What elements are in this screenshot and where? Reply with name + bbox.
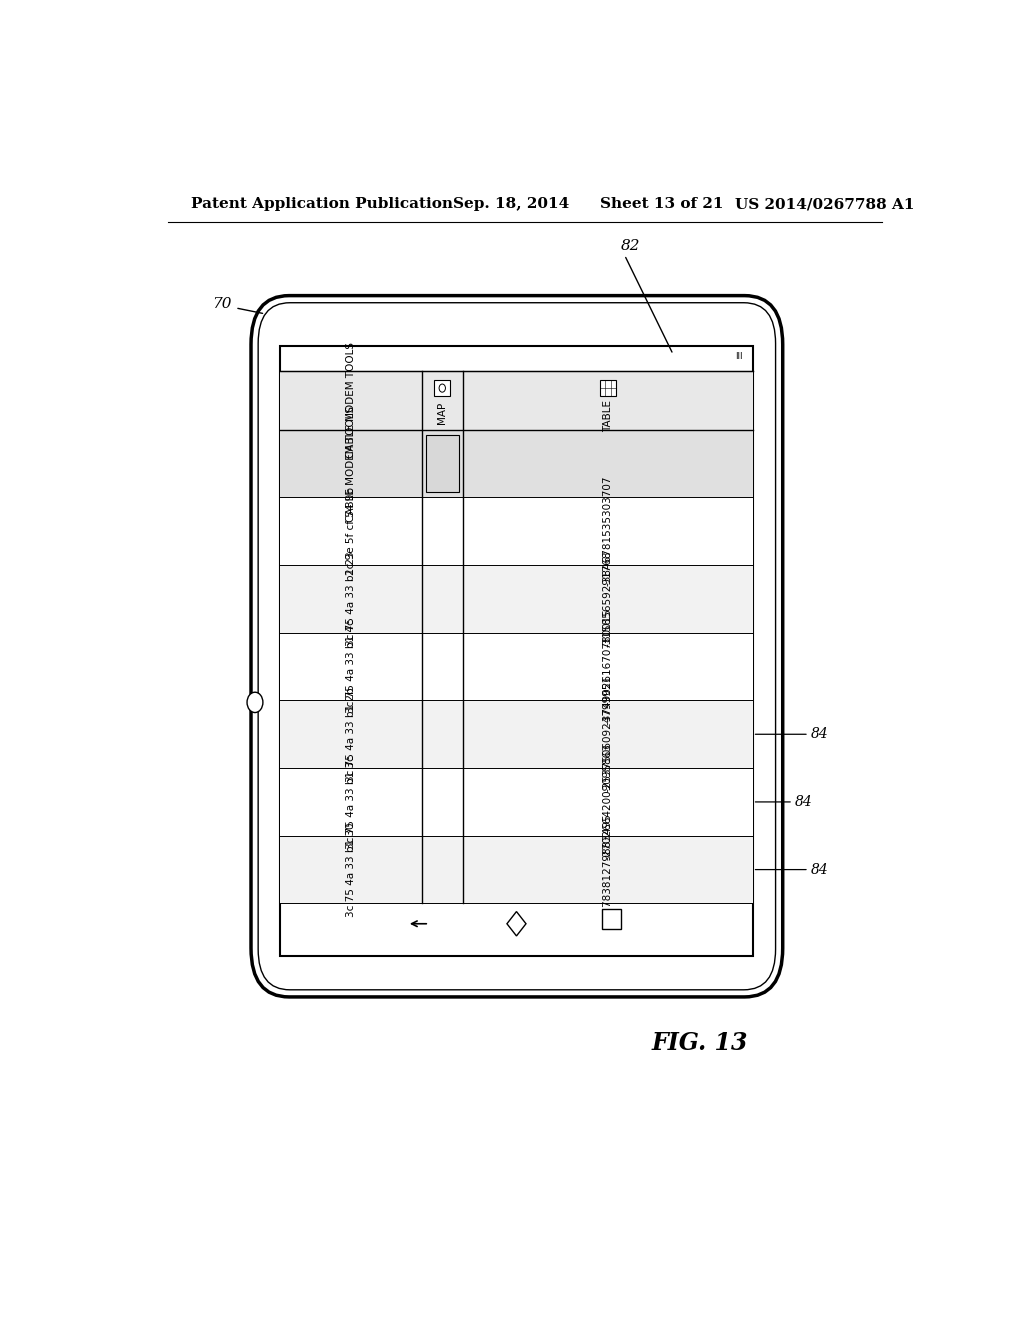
Text: US 2014/0267788 A1: US 2014/0267788 A1 bbox=[735, 197, 914, 211]
FancyBboxPatch shape bbox=[251, 296, 782, 997]
Text: CABLE MODEM TOOLS: CABLE MODEM TOOLS bbox=[346, 405, 356, 521]
Bar bbox=[281, 346, 753, 956]
Text: -277838127988349​5: -277838127988349​5 bbox=[603, 814, 612, 924]
Text: 84: 84 bbox=[811, 727, 828, 742]
Text: 3c 75 4a 33 b1 4c: 3c 75 4a 33 b1 4c bbox=[346, 619, 356, 714]
Text: -31585659291768: -31585659291768 bbox=[603, 550, 612, 647]
Bar bbox=[281, 701, 753, 768]
Text: 70: 70 bbox=[212, 297, 231, 312]
Text: MAP: MAP bbox=[437, 401, 447, 424]
Text: 2c 9e 5f cf 54 9b: 2c 9e 5f cf 54 9b bbox=[346, 487, 356, 576]
Bar bbox=[281, 632, 753, 701]
Text: -270266420090958​63: -270266420090958​63 bbox=[603, 744, 612, 859]
Bar bbox=[600, 380, 615, 396]
Text: -374902616707800​15: -374902616707800​15 bbox=[603, 609, 612, 725]
Bar bbox=[281, 498, 753, 565]
Bar bbox=[281, 565, 753, 632]
Bar bbox=[281, 768, 753, 836]
Text: 3c 75 4a 33 b1 3c: 3c 75 4a 33 b1 3c bbox=[346, 755, 356, 849]
Text: -2537506092479995​1: -2537506092479995​1 bbox=[603, 676, 612, 792]
Text: III: III bbox=[735, 351, 743, 360]
Text: 84: 84 bbox=[795, 795, 812, 809]
Bar bbox=[281, 371, 753, 430]
Bar bbox=[281, 836, 753, 903]
Bar bbox=[281, 430, 753, 498]
Text: Sheet 13 of 21: Sheet 13 of 21 bbox=[600, 197, 724, 211]
Bar bbox=[602, 908, 622, 929]
Text: FIG. 13: FIG. 13 bbox=[651, 1031, 748, 1055]
Text: -384678153530370​7: -384678153530370​7 bbox=[603, 477, 612, 586]
FancyBboxPatch shape bbox=[258, 302, 775, 990]
Text: CABLE MODEM TOOLS: CABLE MODEM TOOLS bbox=[346, 342, 356, 458]
Text: TABLE: TABLE bbox=[603, 400, 612, 432]
Polygon shape bbox=[507, 912, 526, 936]
Text: 3c 75 4a 33 b1 30: 3c 75 4a 33 b1 30 bbox=[346, 822, 356, 917]
Circle shape bbox=[247, 692, 263, 713]
Bar bbox=[426, 434, 459, 492]
Text: 82: 82 bbox=[621, 239, 640, 253]
Text: 3c 75 4a 33 b1 23: 3c 75 4a 33 b1 23 bbox=[346, 552, 356, 647]
Text: Sep. 18, 2014: Sep. 18, 2014 bbox=[454, 197, 569, 211]
Text: 3c 75 4a 33 b1 2b: 3c 75 4a 33 b1 2b bbox=[346, 686, 356, 781]
Bar bbox=[434, 380, 451, 396]
Text: Patent Application Publication: Patent Application Publication bbox=[191, 197, 454, 211]
Text: 84: 84 bbox=[811, 862, 828, 876]
